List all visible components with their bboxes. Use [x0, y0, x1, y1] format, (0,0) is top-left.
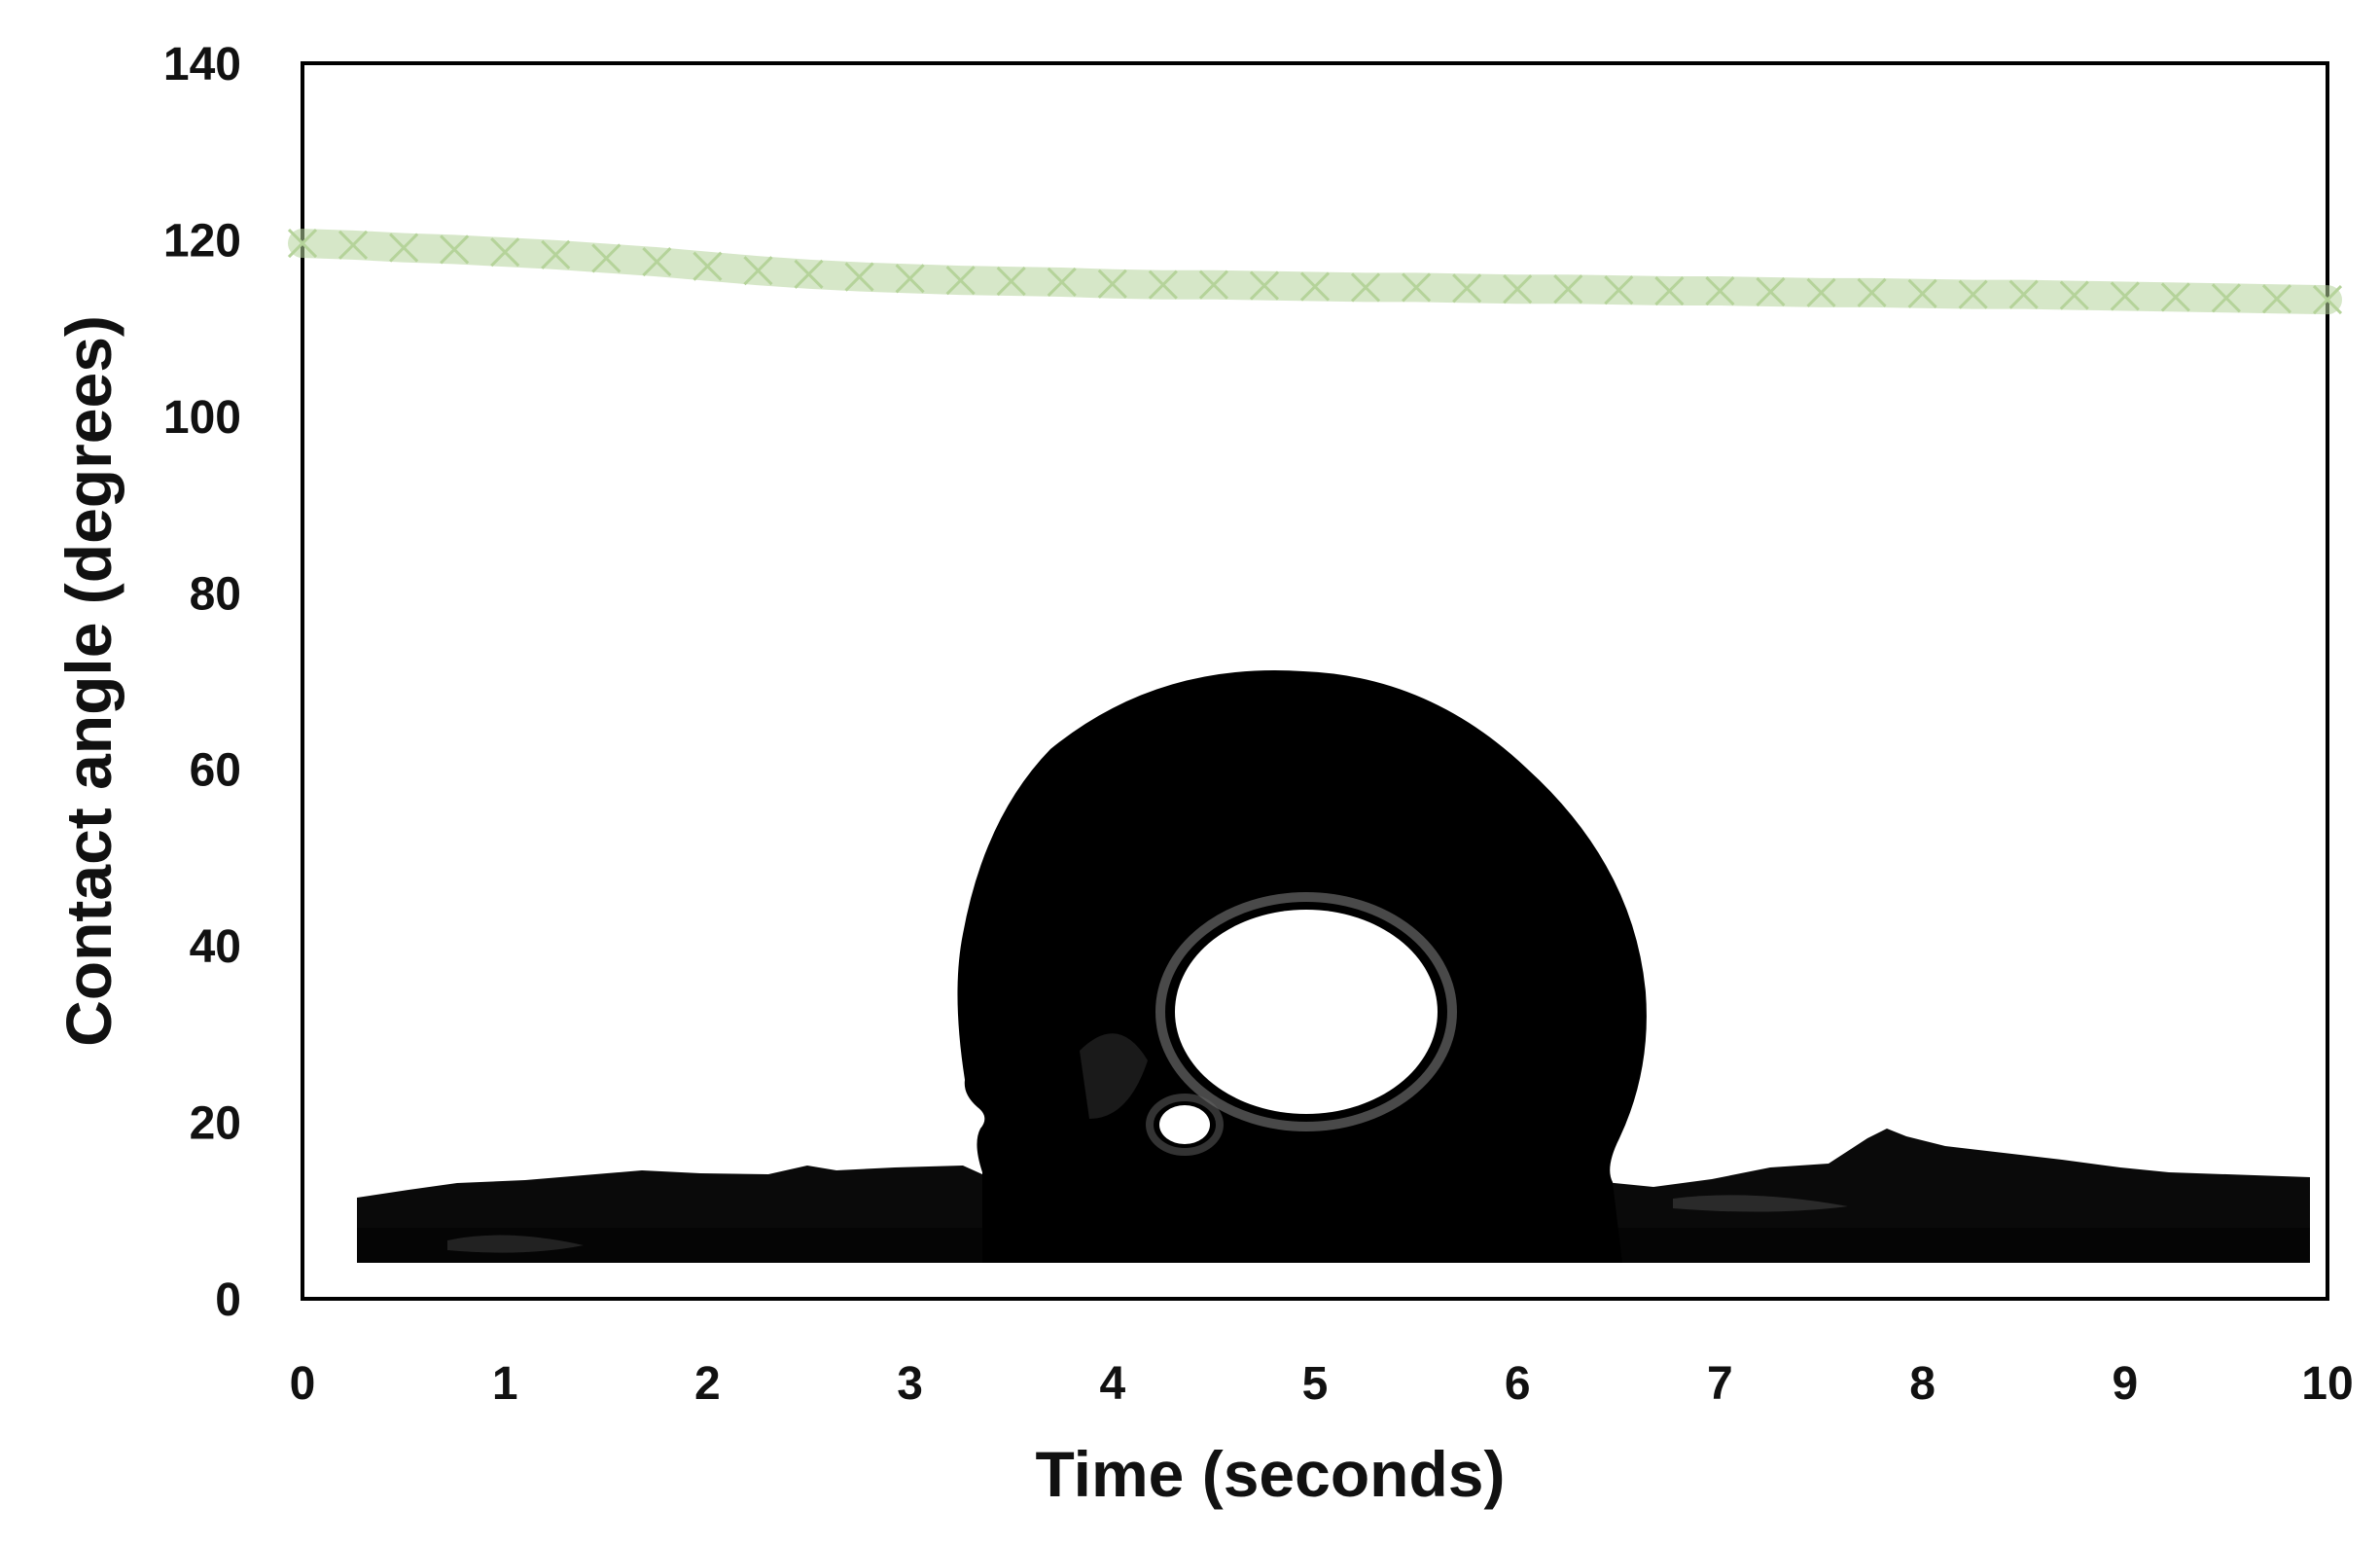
- data-point-marker: [1452, 273, 1482, 304]
- y-tick-label: 20: [190, 1098, 241, 1150]
- droplet-inner-shadow: [1080, 1033, 1148, 1119]
- x-axis-title: Time (seconds): [1036, 1438, 1506, 1510]
- data-point-marker: [693, 251, 723, 281]
- droplet-reflection-glow: [1155, 892, 1457, 1131]
- x-tick-label: 6: [1505, 1358, 1531, 1410]
- x-tick-label: 3: [897, 1358, 923, 1410]
- x-tick-label: 0: [290, 1358, 316, 1410]
- data-point-marker: [1806, 277, 1836, 307]
- data-point-marker: [1249, 270, 1280, 301]
- data-point-marker: [2008, 279, 2039, 309]
- data-point-marker: [1350, 272, 1381, 303]
- data-point-marker: [844, 262, 874, 292]
- x-tick-label: 8: [1909, 1358, 1936, 1410]
- y-tick-label: 80: [190, 568, 241, 620]
- data-point-marker: [541, 239, 571, 269]
- data-point-marker: [945, 266, 976, 296]
- y-tick-label: 60: [190, 745, 241, 797]
- x-tick-label: 9: [2112, 1358, 2138, 1410]
- data-point-marker: [591, 243, 622, 273]
- x-axis-tick-labels: 0 1 2 3 4 5 6 7 8 9 10: [290, 1358, 2354, 1410]
- data-point-marker: [440, 234, 470, 265]
- data-point-marker: [1097, 269, 1127, 299]
- data-point-marker: [1604, 275, 1634, 305]
- x-tick-label: 5: [1302, 1358, 1329, 1410]
- data-point-marker: [1756, 276, 1786, 307]
- data-point-marker: [1958, 279, 1988, 309]
- data-point-marker: [389, 233, 419, 263]
- x-tick-label: 7: [1707, 1358, 1733, 1410]
- data-point-marker: [1654, 275, 1685, 306]
- data-point-marker: [1553, 274, 1583, 305]
- data-point-marker: [490, 237, 520, 268]
- y-axis-tick-labels: 0 20 40 60 80 100 120 140: [163, 39, 241, 1326]
- data-point-marker: [642, 247, 672, 277]
- x-tick-label: 10: [2301, 1358, 2353, 1410]
- droplet-small-glow: [1146, 1094, 1224, 1156]
- y-tick-label: 140: [163, 39, 241, 90]
- data-point-marker: [2312, 285, 2343, 315]
- data-point-marker: [2110, 281, 2140, 311]
- y-tick-label: 0: [215, 1274, 241, 1326]
- data-series-layer: [287, 228, 2343, 315]
- substrate-highlight-right: [1673, 1195, 1848, 1212]
- y-axis-title: Contact angle (degrees): [53, 315, 124, 1047]
- substrate-highlight: [447, 1235, 584, 1253]
- x-tick-label: 4: [1099, 1358, 1125, 1410]
- droplet-photo-inset: [357, 670, 2310, 1263]
- series-trace-band: [288, 229, 2342, 315]
- data-point-marker: [1047, 267, 1077, 298]
- x-tick-label: 1: [492, 1358, 518, 1410]
- data-point-marker: [337, 230, 369, 260]
- data-point-marker: [2059, 280, 2089, 310]
- data-point-marker: [1857, 277, 1887, 307]
- data-point-marker: [1503, 274, 1533, 305]
- data-point-marker: [895, 264, 925, 294]
- y-tick-label: 40: [190, 921, 241, 973]
- droplet-small-highlight: [1159, 1105, 1210, 1144]
- data-point-marker: [287, 228, 318, 259]
- data-point-marker: [996, 267, 1026, 297]
- data-point-marker: [794, 259, 824, 289]
- contact-angle-series: [287, 228, 2343, 315]
- data-point-marker: [1198, 269, 1228, 300]
- data-point-marker: [1148, 269, 1178, 300]
- data-point-marker: [2211, 283, 2241, 313]
- data-point-marker: [2160, 282, 2190, 312]
- data-point-marker: [1705, 275, 1735, 306]
- y-tick-label: 120: [163, 215, 241, 267]
- x-tick-label: 2: [694, 1358, 721, 1410]
- data-point-marker: [743, 256, 773, 286]
- droplet-reflection-highlight: [1175, 910, 1438, 1114]
- y-tick-label: 100: [163, 392, 241, 444]
- data-point-marker: [1402, 272, 1432, 303]
- plot-area-frame: [301, 61, 2329, 1301]
- data-point-marker: [1907, 278, 1937, 308]
- data-point-marker: [1299, 271, 1331, 302]
- data-point-marker: [2261, 284, 2292, 314]
